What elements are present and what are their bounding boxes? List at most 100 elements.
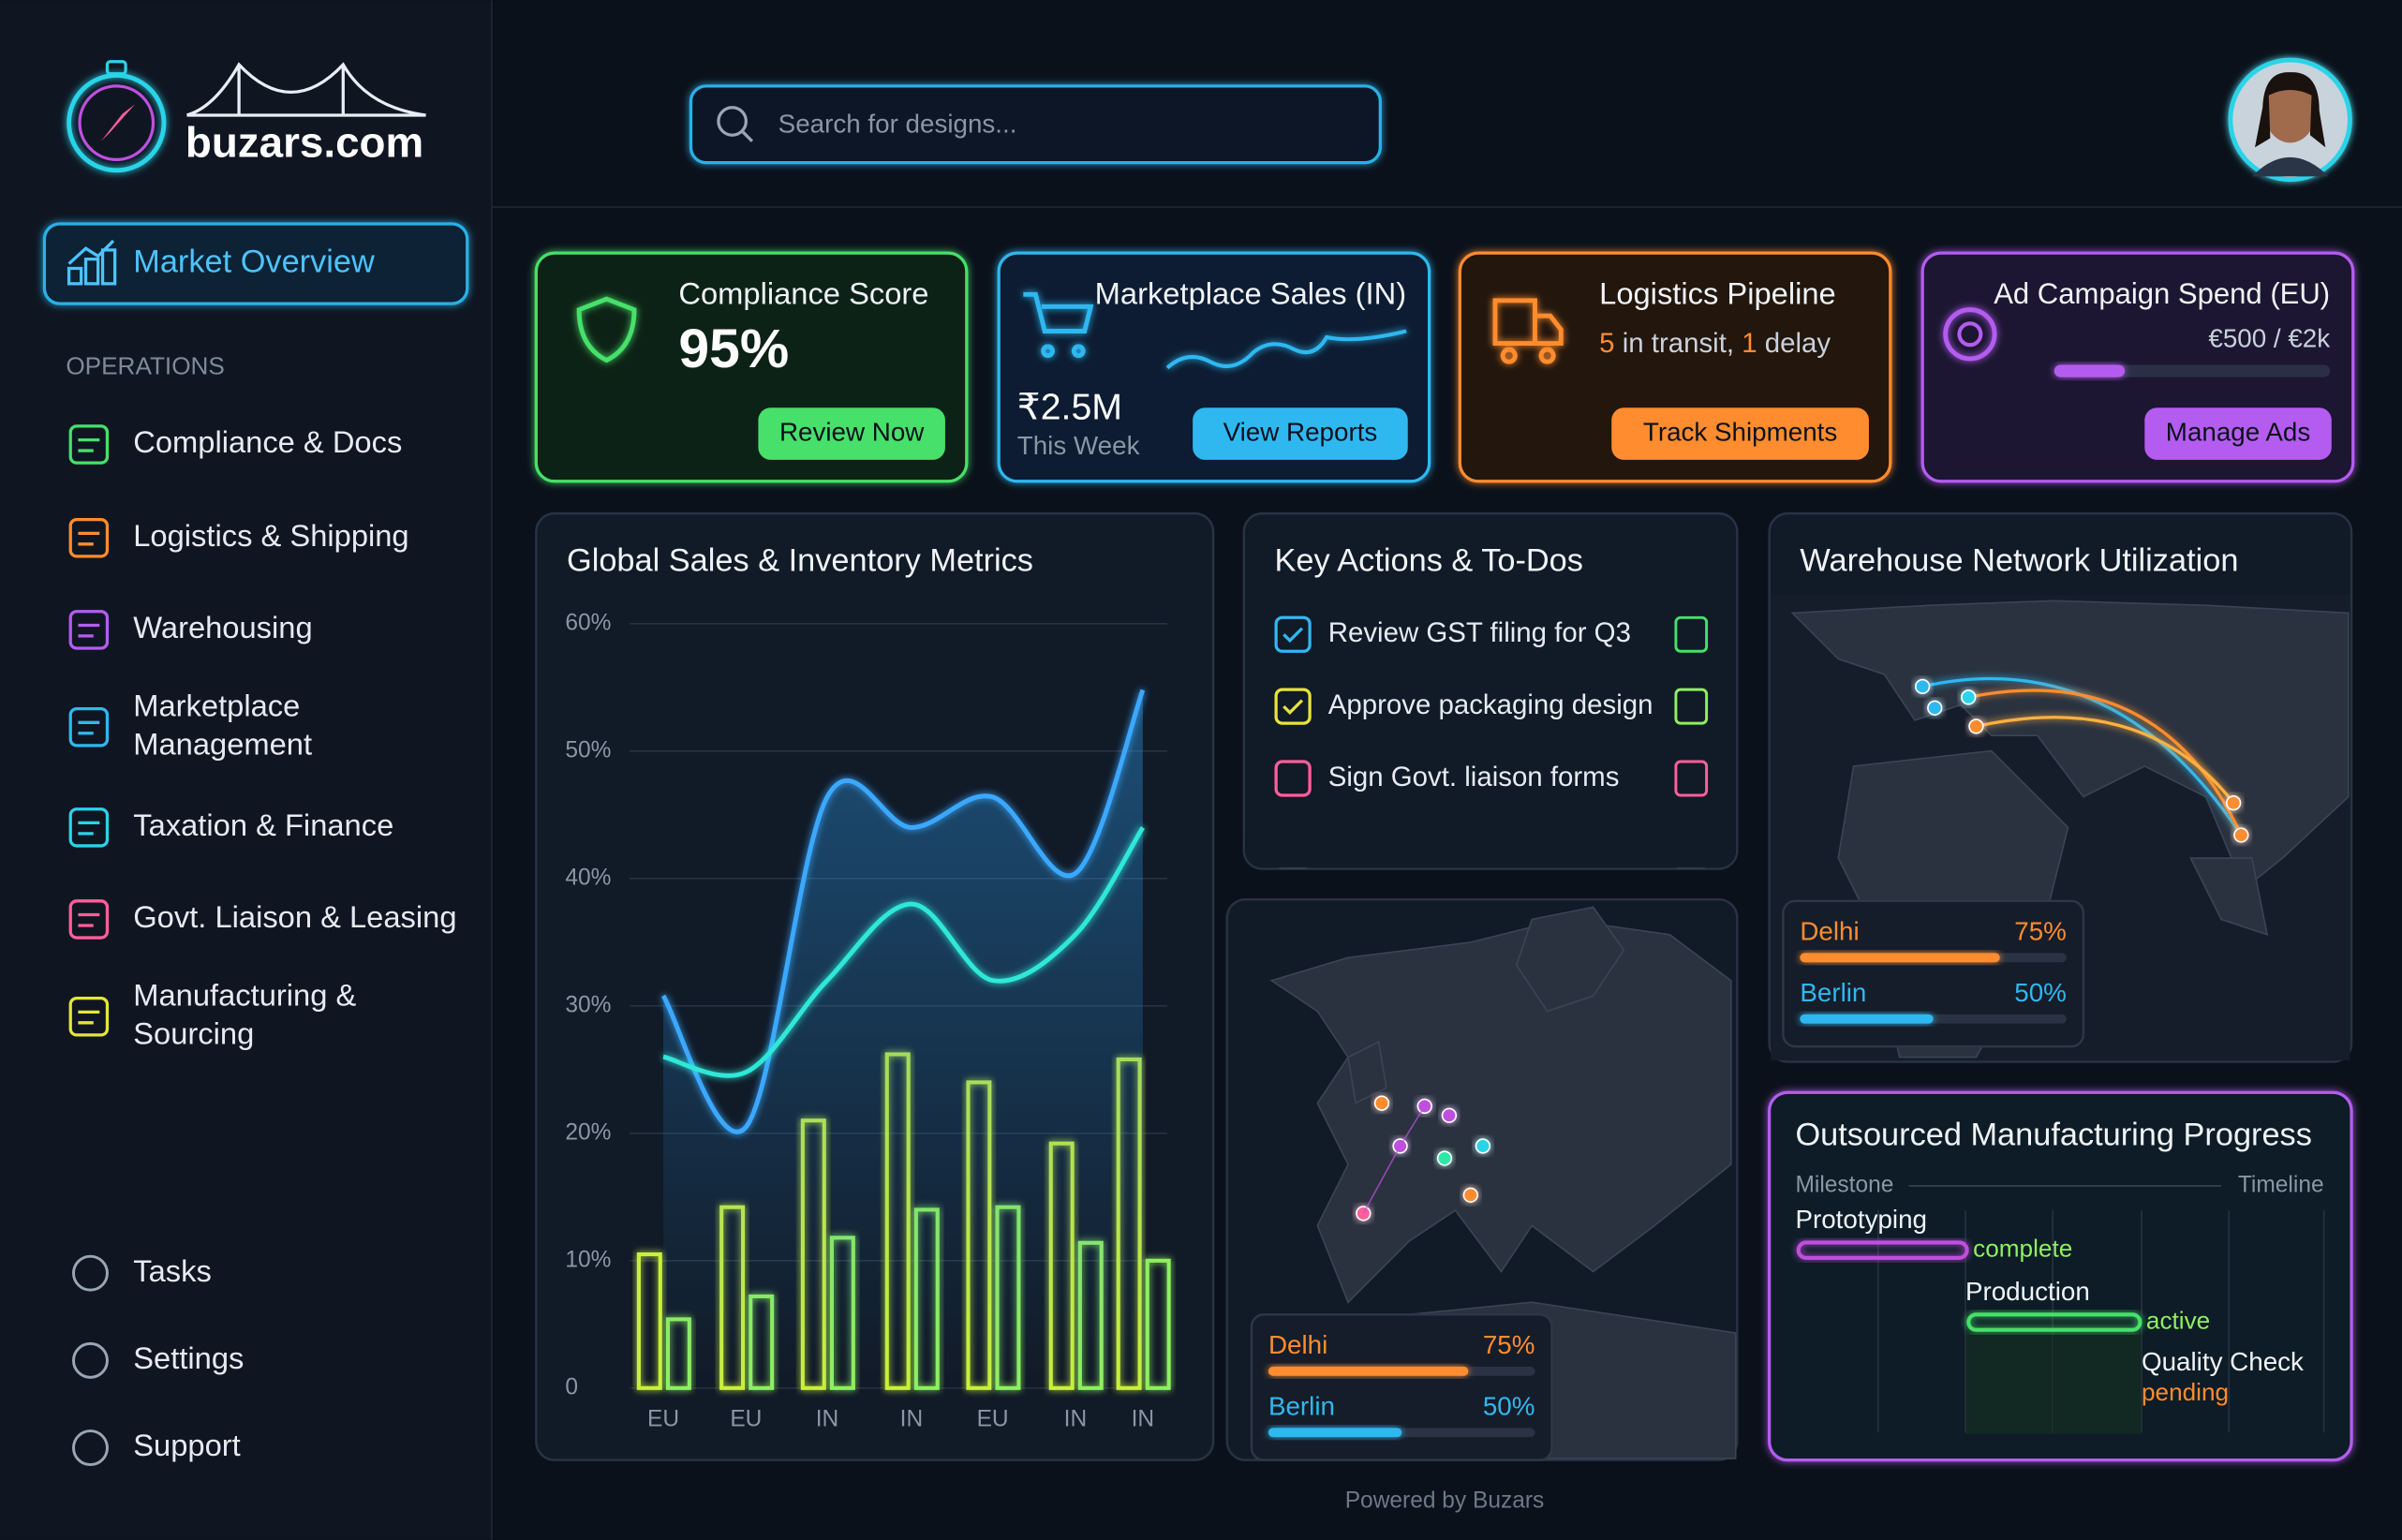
brand: buzars.com	[185, 119, 423, 167]
card-button[interactable]	[1611, 407, 1869, 460]
nav-item[interactable]: Compliance & Docs	[133, 424, 402, 459]
card-title: Logistics Pipeline	[1599, 276, 1836, 311]
nav-item[interactable]: Management	[133, 726, 312, 761]
y-tick-label: 50%	[565, 737, 611, 763]
nav-active[interactable]	[42, 222, 469, 305]
map-dot	[1475, 1138, 1491, 1154]
card-value: 95%	[678, 318, 789, 379]
map-dot	[1927, 700, 1943, 716]
map-title: Warehouse Network Utilization	[1800, 542, 2238, 578]
legend-value: 75%	[1483, 1330, 1535, 1359]
card-button-label: Review Now	[779, 417, 925, 446]
map-legend	[1250, 1313, 1553, 1461]
card-icon	[1943, 307, 1997, 362]
todo-checkbox[interactable]	[1274, 615, 1312, 653]
gantt-header: Milestone	[1795, 1172, 1893, 1197]
todo-item: Sign Govt. liaison forms	[1328, 762, 1620, 792]
nav-icon	[68, 807, 110, 848]
nav-icon	[68, 610, 110, 650]
nav-item[interactable]: Warehousing	[133, 610, 312, 644]
y-tick-label: 0	[565, 1374, 578, 1399]
card-button-label: Manage Ads	[2166, 417, 2310, 446]
gantt-status: complete	[1973, 1235, 2072, 1263]
nav-item[interactable]: Sourcing	[133, 1015, 254, 1050]
todo-icon	[1674, 615, 1709, 653]
map-land	[1347, 1041, 1387, 1104]
todo-checkbox[interactable]	[1274, 760, 1312, 797]
card-title: Marketplace Sales (IN)	[1095, 276, 1406, 311]
card-icon	[1023, 291, 1094, 359]
map-land	[2189, 857, 2269, 937]
legend-name: Berlin	[1268, 1391, 1335, 1420]
legend-bar	[1268, 1428, 1402, 1438]
map-land	[1515, 906, 1625, 1013]
card-value: ₹2.5M	[1017, 386, 1122, 427]
card-button[interactable]	[2144, 407, 2332, 460]
x-tick-label: IN	[900, 1407, 924, 1432]
y-tick-label: 40%	[565, 865, 611, 890]
gantt-status: pending	[2142, 1378, 2229, 1406]
gantt-shade	[1965, 1332, 2143, 1434]
gantt-bar	[1796, 1240, 1969, 1260]
card-button[interactable]	[1193, 407, 1408, 460]
todo-item: Review GST filing for Q3	[1328, 617, 1631, 648]
card-caption: This Week	[1017, 431, 1140, 460]
map-land	[1790, 600, 2350, 891]
gantt-task: Prototyping	[1795, 1205, 1927, 1234]
map-dot	[1961, 689, 1977, 705]
y-tick-label: 10%	[565, 1247, 611, 1272]
line	[662, 826, 1145, 1078]
gantt-header: Timeline	[2238, 1172, 2324, 1197]
gantt-task: Quality Check	[2142, 1347, 2304, 1376]
x-tick-label: IN	[1132, 1407, 1155, 1432]
avatar[interactable]	[2228, 57, 2352, 183]
nav-item[interactable]: Taxation & Finance	[133, 807, 393, 842]
nav-icon	[68, 997, 110, 1037]
legend-value: 50%	[2014, 978, 2067, 1007]
footer: Powered by Buzars	[1345, 1488, 1545, 1513]
nav-item[interactable]: Settings	[133, 1340, 244, 1375]
card-subtitle: 5 in transit, 1 delay	[1599, 328, 1831, 359]
nav-item[interactable]: Logistics & Shipping	[133, 518, 408, 553]
gantt-title: Outsourced Manufacturing Progress	[1795, 1118, 2311, 1153]
legend-bar	[1800, 953, 2000, 963]
legend-bar	[1268, 1366, 1469, 1376]
card-value: €500 / €2k	[2208, 324, 2330, 353]
todo-panel	[1242, 511, 1739, 870]
card-subtitle-part: delay	[1757, 328, 1831, 359]
nav-active-label: Market Overview	[133, 244, 375, 280]
card-button[interactable]	[758, 407, 945, 460]
map-route	[1967, 689, 2243, 837]
nav-item[interactable]: Support	[133, 1428, 240, 1462]
logo	[67, 60, 426, 173]
map-dot	[1915, 678, 1931, 695]
spend-fill	[2054, 364, 2126, 378]
x-tick-label: EU	[730, 1407, 762, 1432]
card-subtitle-part: in transit,	[1615, 328, 1742, 359]
map-dot	[1373, 1095, 1390, 1111]
card-button-label: Track Shipments	[1643, 417, 1837, 446]
nav-item[interactable]: Tasks	[133, 1253, 212, 1288]
nav-icon	[67, 239, 117, 286]
nav-item[interactable]: Govt. Liaison & Leasing	[133, 899, 456, 934]
map-dot	[2233, 827, 2249, 843]
x-tick-label: IN	[1064, 1407, 1088, 1432]
map-dot	[2225, 794, 2242, 811]
y-tick-label: 30%	[565, 992, 611, 1017]
legend-bar	[1800, 1014, 1934, 1024]
nav-item[interactable]: Marketplace	[133, 688, 300, 722]
nav-icon	[68, 424, 110, 465]
legend-value: 50%	[1483, 1391, 1535, 1420]
search-box[interactable]: Search for designs...	[689, 84, 1382, 165]
todo-check	[1283, 627, 1304, 644]
map-dot	[1968, 718, 1984, 734]
card-title: Compliance Score	[678, 276, 928, 311]
y-tick-label: 20%	[565, 1119, 611, 1145]
x-tick-label: EU	[647, 1407, 679, 1432]
nav-item[interactable]: Manufacturing &	[133, 977, 356, 1012]
map-route	[1362, 1105, 1426, 1214]
sparkline	[1165, 329, 1407, 370]
todo-checkbox[interactable]	[1274, 688, 1312, 725]
